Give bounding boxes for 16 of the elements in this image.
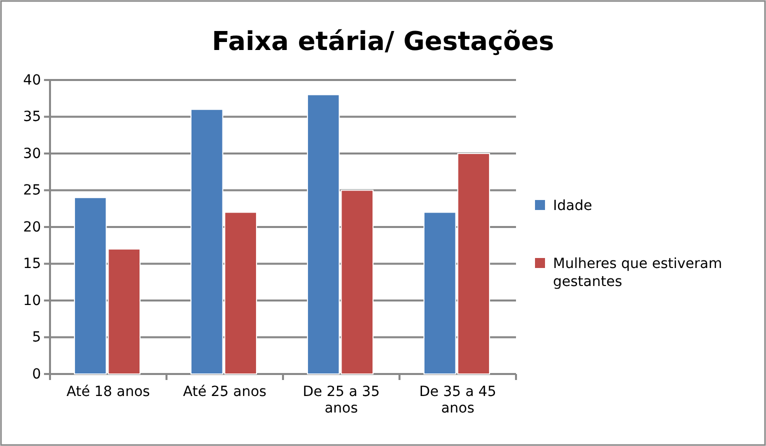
y-tick-label: 0 <box>32 366 41 382</box>
legend-label: Idade <box>553 198 592 214</box>
legend-label: Mulheres que estiveram gestantes <box>553 256 722 290</box>
y-tick-label: 15 <box>23 256 41 272</box>
x-tick-label: De 35 a 45 anos <box>419 384 496 417</box>
y-tick-label: 25 <box>23 182 41 199</box>
y-tick-label: 5 <box>32 330 41 346</box>
y-tick-label: 35 <box>23 109 41 126</box>
y-tick-label: 20 <box>23 219 41 236</box>
x-tick-label: De 25 a 35 anos <box>302 384 380 417</box>
chart-title: Faixa etária/ Gestações <box>212 27 554 57</box>
y-tick-label: 40 <box>23 72 41 88</box>
x-tick-label: Até 18 anos <box>66 384 150 400</box>
x-tick-label: Até 25 anos <box>183 384 266 400</box>
y-tick-label: 10 <box>23 292 41 309</box>
y-tick-label: 30 <box>23 146 41 162</box>
